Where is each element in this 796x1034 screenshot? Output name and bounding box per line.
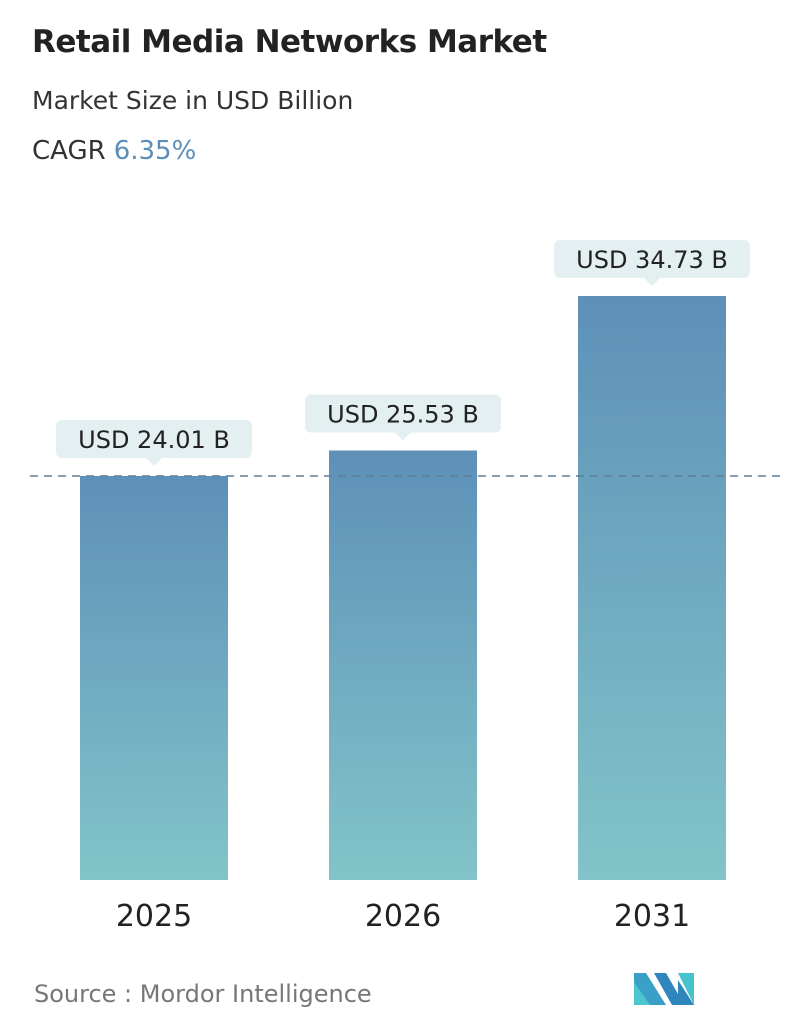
data-label-pointer (395, 432, 411, 441)
chart-subtitle: Market Size in USD Billion (32, 86, 354, 115)
data-label-pointer (146, 458, 162, 466)
cagr-label: CAGR (32, 136, 106, 166)
cagr-value: 6.35% (113, 136, 197, 166)
data-label: USD 25.53 B (327, 400, 479, 428)
mordor-logo (634, 973, 694, 1005)
source-text: Source : Mordor Intelligence (34, 980, 372, 1008)
chart-title: Retail Media Networks Market (32, 24, 547, 60)
x-tick-label: 2031 (614, 899, 690, 934)
data-label: USD 34.73 B (576, 246, 728, 274)
bar-2025 (80, 476, 228, 880)
data-label: USD 24.01 B (78, 426, 230, 454)
x-tick-label: 2025 (116, 899, 192, 934)
x-tick-label: 2026 (365, 899, 441, 934)
data-label-bg (554, 240, 750, 278)
bar-2031 (578, 296, 726, 880)
data-label-bg (56, 420, 252, 458)
cagr: CAGR 6.35% (32, 136, 196, 166)
data-label-bg (305, 394, 501, 433)
bar-2026 (329, 450, 477, 880)
data-label-pointer (644, 278, 660, 286)
